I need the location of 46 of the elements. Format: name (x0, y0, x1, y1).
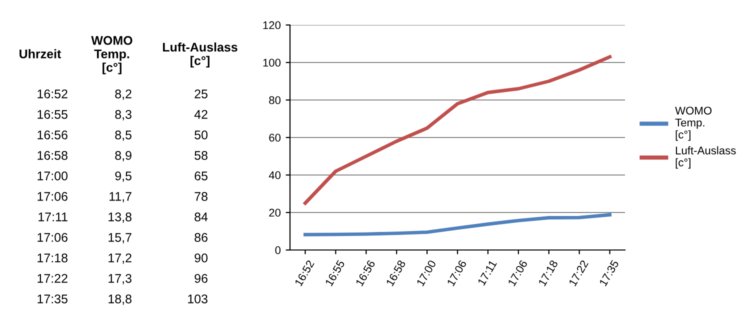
text: 17,2 (108, 254, 132, 264)
legend-label: Luft-Auslass [c°] (676, 146, 736, 169)
legend-label: WOMO Temp. [c°] (675, 106, 712, 141)
text: 18,8 (108, 294, 132, 305)
y-tick-label: 80 (269, 96, 281, 104)
text: 16:52 (38, 90, 68, 98)
text: 8,9 (115, 151, 132, 162)
text: WOMO Temp. [c°] (91, 36, 132, 74)
text: 17:06 (38, 233, 68, 242)
text: 50 (194, 130, 208, 140)
text: 8,5 (115, 130, 132, 141)
y-tick-label: 40 (268, 171, 281, 180)
text: 16:55 (38, 110, 68, 119)
y-tick-label: 20 (269, 208, 281, 217)
text: 17:00 (38, 172, 68, 180)
text: 78 (194, 192, 208, 201)
text: 90 (194, 254, 208, 262)
text: 58 (194, 151, 208, 160)
text: 16:58 (38, 151, 68, 160)
text: 16:56 (38, 130, 68, 140)
text: 15,7 (108, 233, 132, 244)
text: 65 (194, 172, 208, 180)
y-tick-label: 120 (263, 21, 281, 30)
text: 84 (194, 212, 208, 222)
y-tick-label: 0 (275, 246, 281, 254)
y-tick-label: 60 (269, 134, 281, 142)
text: 17:06 (38, 192, 68, 201)
text: 17:18 (38, 254, 68, 262)
text: 86 (194, 233, 208, 242)
text: 13,8 (108, 212, 132, 223)
text: 17,3 (108, 274, 132, 284)
text: 103 (188, 294, 208, 304)
text: Luft-Auslass [c°] (162, 42, 238, 68)
text: 25 (194, 90, 208, 98)
text: 17:11 (38, 212, 68, 222)
text: 17:35 (38, 294, 68, 304)
y-tick-label: 100 (263, 58, 281, 67)
text: 8,3 (115, 110, 132, 120)
text: 96 (194, 274, 208, 283)
text: 42 (194, 110, 208, 119)
text: 9,5 (115, 172, 132, 182)
line-series (303, 213, 612, 236)
text: 11,7 (110, 192, 132, 202)
text: Uhrzeit (20, 49, 62, 58)
line-series (303, 55, 612, 205)
text: 8,2 (115, 90, 132, 100)
